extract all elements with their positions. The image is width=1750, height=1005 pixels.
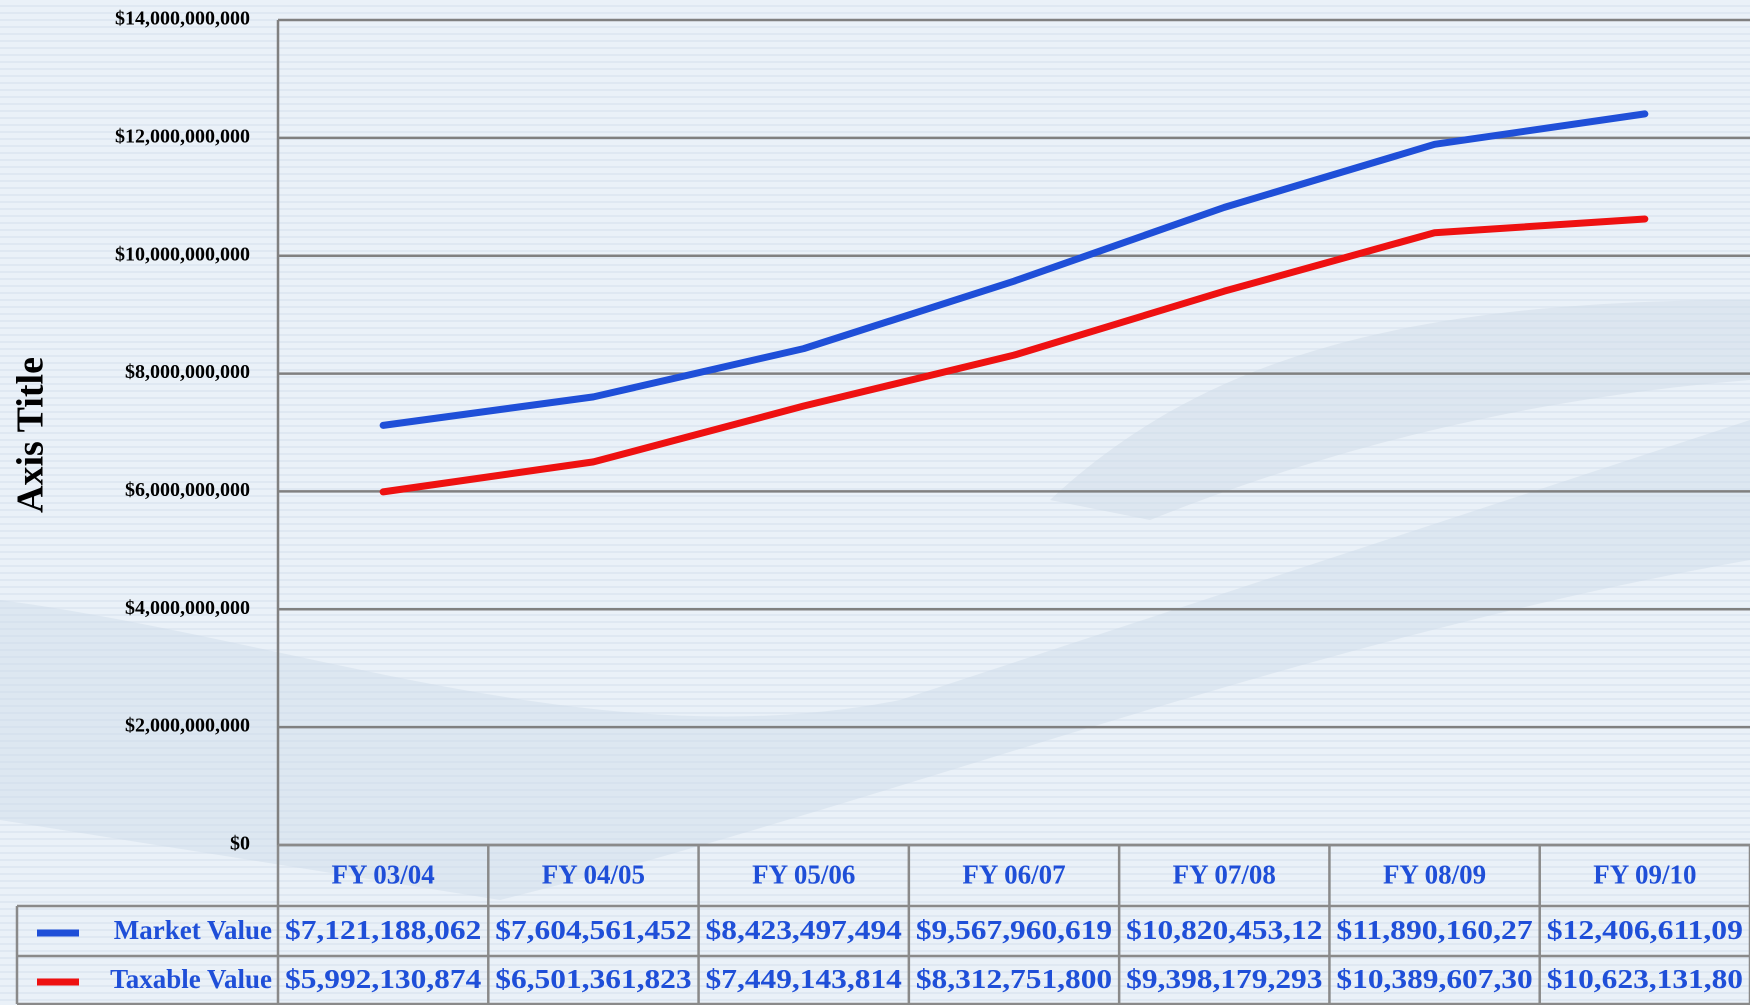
y-tick-label: $0: [230, 833, 250, 855]
y-tick-label: $12,000,000,000: [115, 125, 250, 147]
table-value: $10,623,131,80: [1547, 964, 1743, 994]
y-tick-label: $14,000,000,000: [115, 8, 250, 30]
x-tick-label: FY 06/07: [962, 860, 1065, 890]
table-value: $7,121,188,062: [285, 915, 481, 945]
legend-label: Taxable Value: [110, 964, 272, 994]
table-value: $11,890,160,27: [1336, 915, 1532, 945]
x-tick-label: FY 07/08: [1173, 860, 1276, 890]
x-tick-label: FY 09/10: [1593, 860, 1696, 890]
x-tick-label: FY 04/05: [542, 860, 645, 890]
y-tick-label: $6,000,000,000: [125, 479, 250, 501]
y-tick-label: $2,000,000,000: [125, 715, 250, 737]
table-value: $12,406,611,09: [1547, 915, 1743, 945]
chart: Axis Title $0 $2,000,000,000 $4,000,000,00…: [0, 0, 1750, 1005]
x-tick-label: FY 03/04: [332, 860, 435, 890]
table-value: $9,398,179,293: [1126, 964, 1322, 994]
table-value: $8,312,751,800: [916, 964, 1112, 994]
table-value: $10,820,453,12: [1126, 915, 1322, 945]
table-value: $6,501,361,823: [495, 964, 691, 994]
y-tick-label: $10,000,000,000: [115, 243, 250, 265]
legend-label: Market Value: [114, 915, 272, 945]
y-tick-label: $8,000,000,000: [125, 361, 250, 383]
x-tick-label: FY 08/09: [1383, 860, 1486, 890]
table-value: $9,567,960,619: [916, 915, 1112, 945]
table-value: $7,449,143,814: [706, 964, 902, 994]
table-value: $5,992,130,874: [285, 964, 481, 994]
y-tick-label: $4,000,000,000: [125, 597, 250, 619]
table-value: $7,604,561,452: [495, 915, 691, 945]
table-value: $10,389,607,30: [1336, 964, 1532, 994]
y-axis-title: Axis Title: [10, 357, 52, 513]
table-value: $8,423,497,494: [706, 915, 902, 945]
x-tick-label: FY 05/06: [752, 860, 855, 890]
